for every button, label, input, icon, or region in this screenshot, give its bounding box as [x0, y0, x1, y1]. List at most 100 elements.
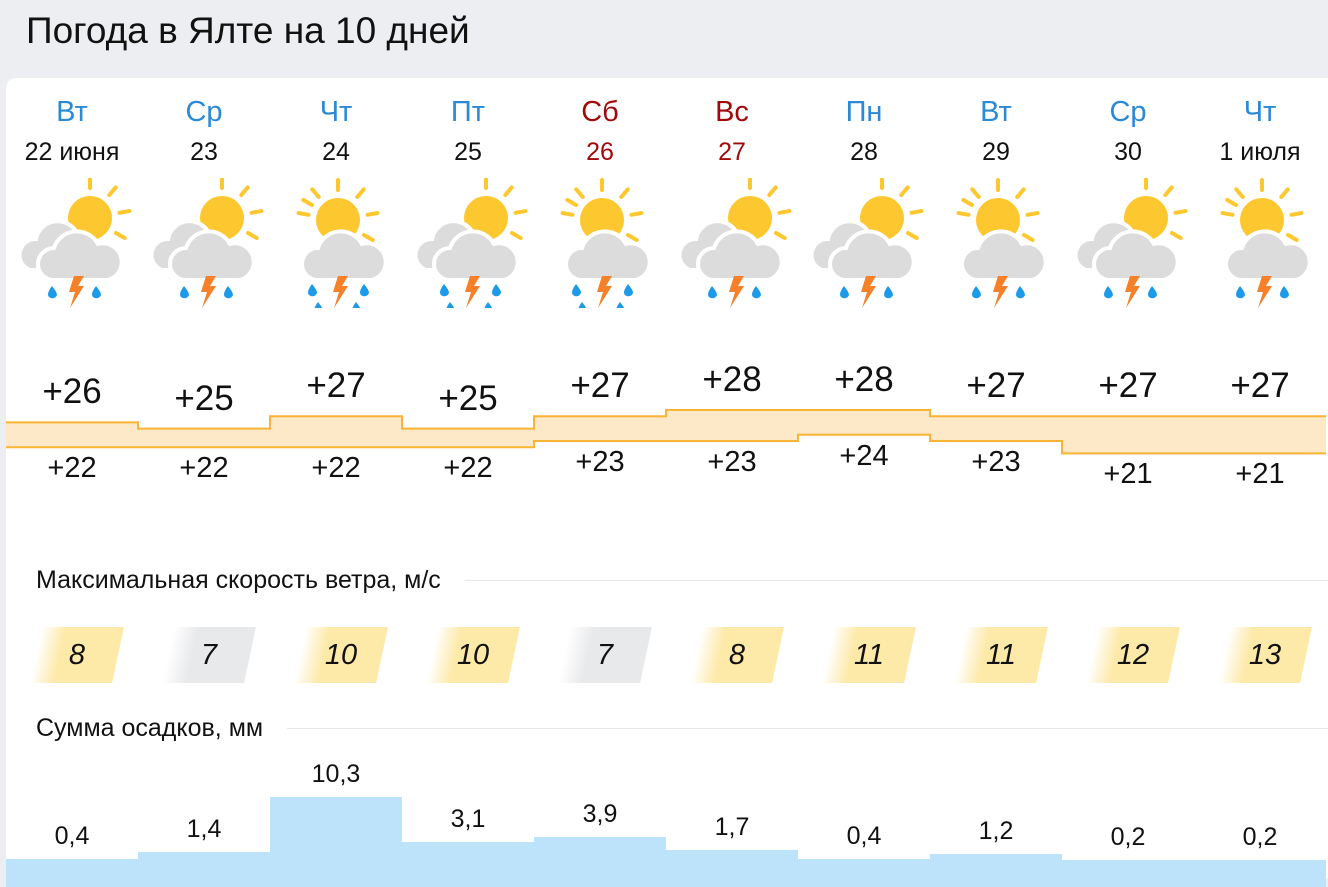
wind-speed-value: 11	[853, 639, 885, 671]
day-date: 28	[850, 138, 878, 166]
sun-rays-icon	[560, 178, 644, 242]
day-column: Чт 24 +27 +22 10 10,3	[270, 78, 402, 887]
wind-speed-badge: 7	[162, 627, 256, 683]
day-of-week: Вт	[56, 96, 88, 128]
precip-value: 10,3	[311, 760, 361, 789]
raindrop-icon	[572, 284, 581, 297]
raindrop-icon	[180, 286, 189, 299]
precip-value: 1,7	[714, 813, 750, 842]
sun-cloud-heavy-thunderstorm-icon	[276, 178, 396, 315]
day-column: Ср 23 +25 +22 7 1,4	[138, 78, 270, 887]
precip-bar	[1194, 859, 1326, 887]
sun-rays-icon	[88, 176, 132, 240]
divider	[36, 728, 1328, 729]
partly-cloudy-thunderstorm-icon	[1068, 176, 1188, 308]
wind-speed-badge: 12	[1086, 627, 1180, 683]
temp-min: +22	[47, 452, 97, 485]
sun-rays-icon	[220, 176, 264, 240]
raindrop-icon	[624, 284, 633, 297]
wind-speed-value: 10	[324, 639, 358, 671]
day-column: Вт 22 июня +26 +22 8 0,4	[6, 78, 138, 887]
day-of-week: Вс	[715, 96, 749, 128]
wind-speed-value: 11	[985, 639, 1017, 671]
lightning-icon	[465, 276, 480, 308]
day-of-week: Ср	[1109, 96, 1147, 128]
wind-speed-value: 8	[728, 639, 746, 671]
raindrop-icon	[578, 302, 587, 315]
raindrop-icon	[484, 302, 493, 315]
lightning-icon	[1125, 276, 1140, 308]
temp-min: +21	[1103, 458, 1153, 491]
day-of-week: Чт	[319, 96, 353, 128]
partly-cloudy-thunderstorm-icon	[672, 176, 792, 308]
raindrop-icon	[48, 286, 57, 299]
wind-speed-badge: 10	[294, 627, 388, 683]
precip-bar	[1062, 859, 1194, 887]
sun-cloud-heavy-thunderstorm-icon	[540, 178, 660, 315]
raindrop-icon	[1148, 286, 1157, 299]
raindrop-icon	[446, 302, 455, 315]
raindrop-icon	[308, 284, 317, 297]
lightning-icon	[201, 276, 216, 308]
temp-min: +21	[1235, 458, 1285, 491]
partly-cloudy-thunderstorm-icon	[144, 176, 264, 308]
sun-rays-icon	[484, 176, 528, 240]
precip-value: 3,1	[450, 804, 486, 833]
sun-rays-icon	[1220, 178, 1304, 242]
precip-value: 1,4	[186, 815, 222, 844]
day-date: 25	[454, 138, 482, 166]
raindrop-icon	[352, 302, 361, 315]
day-column: Пт 25 +25 +22 10 3,1	[402, 78, 534, 887]
raindrop-icon	[708, 286, 717, 299]
partly-cloudy-thunderstorm-icon	[12, 176, 132, 308]
wind-speed-badge: 11	[954, 627, 1048, 683]
raindrop-icon	[1104, 286, 1113, 299]
precip-bar	[798, 858, 930, 887]
sun-rays-icon	[956, 178, 1040, 242]
temp-range-fill	[6, 410, 1326, 454]
raindrop-icon	[840, 286, 849, 299]
temp-min: +23	[575, 446, 625, 478]
temp-max: +27	[966, 366, 1026, 406]
wind-speed-value: 13	[1248, 639, 1282, 671]
precip-section-label: Сумма осадков, мм	[36, 714, 288, 743]
temp-min: +23	[707, 446, 757, 478]
temp-max: +28	[702, 360, 762, 399]
wind-speed-value: 8	[68, 639, 86, 671]
day-of-week: Вт	[980, 96, 1012, 128]
sun-icon	[1124, 196, 1168, 240]
wind-speed-value: 7	[200, 639, 218, 671]
temp-min: +22	[179, 452, 229, 485]
precip-bar	[666, 850, 798, 887]
day-of-week: Пн	[845, 96, 883, 128]
wind-speed-badge: 11	[822, 627, 916, 683]
sun-icon	[464, 196, 508, 240]
precip-bar	[402, 841, 534, 887]
cloud-icon	[300, 229, 388, 282]
temp-min: +22	[311, 452, 361, 485]
raindrop-icon	[616, 302, 625, 315]
day-column: Вс 27 +28 +23 8 1,7	[666, 78, 798, 887]
day-column: Вт 29 +27 +23 11 1,2	[930, 78, 1062, 887]
temp-max: +26	[42, 372, 102, 412]
raindrop-icon	[1236, 286, 1245, 299]
day-of-week: Ср	[185, 96, 223, 128]
wind-speed-badge: 8	[690, 627, 784, 683]
precip-bar	[270, 797, 402, 887]
cloud-icon	[960, 229, 1048, 282]
day-date: 30	[1114, 138, 1142, 166]
precip-bar	[930, 853, 1062, 887]
raindrop-icon	[884, 286, 893, 299]
raindrop-icon	[1016, 286, 1025, 299]
cloud-icon	[828, 229, 916, 282]
day-of-week: Сб	[581, 96, 619, 128]
day-date: 23	[190, 138, 218, 166]
day-date: 26	[586, 138, 614, 166]
precip-value: 0,4	[846, 821, 882, 850]
lightning-icon	[333, 276, 348, 308]
lightning-icon	[597, 276, 612, 308]
temp-min: +23	[971, 446, 1021, 478]
day-column: Пн 28 +28 +24 11 0,4	[798, 78, 930, 887]
temp-max: +25	[438, 378, 498, 418]
sun-cloud-thunderstorm-icon	[936, 178, 1056, 308]
